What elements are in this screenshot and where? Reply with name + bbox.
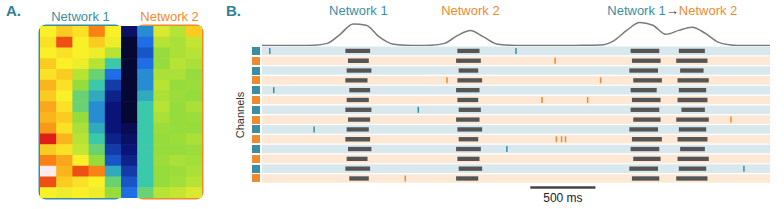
svg-text:Network 1→Network 2: Network 1→Network 2 xyxy=(607,3,737,18)
svg-text:Network 2: Network 2 xyxy=(441,3,500,18)
html-text:Channels: Channels xyxy=(234,91,246,138)
html-text:A.: A. xyxy=(6,2,21,19)
svg-text:Network 2: Network 2 xyxy=(140,9,199,24)
svg-text:Network 1: Network 1 xyxy=(329,3,388,18)
svg-text:Network 1: Network 1 xyxy=(51,9,110,24)
svg-text:500 ms: 500 ms xyxy=(543,191,582,204)
html-text:B.: B. xyxy=(226,2,241,19)
